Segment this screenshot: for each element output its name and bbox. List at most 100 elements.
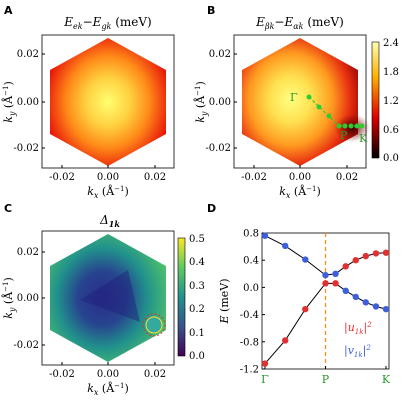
panel-b: Eβk−Eαk (meV) Γ P K 0.02 0.00 -0.02 (193, 15, 399, 200)
xtick-b-1: 0.00 (289, 172, 311, 183)
cb-c-tick-3: 0.2 (189, 304, 205, 315)
point-s0-2 (302, 256, 309, 263)
panel-label-d: D (207, 202, 216, 215)
colorbar-ticks-b: 2.4 1.8 1.2 0.6 0.0 (383, 38, 399, 164)
cb-b-tick-4: 0.0 (383, 153, 399, 164)
point-s1-6 (352, 293, 359, 301)
point-s1-5 (342, 287, 349, 294)
dark-triangle-c (80, 270, 140, 322)
ytick-a-2: -0.02 (13, 143, 39, 154)
ytick-d-1: 0.4 (243, 256, 259, 267)
ytick-b-0: 0.02 (209, 49, 231, 60)
point-s0-6 (352, 257, 359, 264)
point-s1-8 (372, 303, 380, 310)
xtick-b-2: 0.02 (336, 172, 358, 183)
ytick-a-1: 0.00 (17, 97, 39, 108)
series-line-0 (264, 235, 387, 276)
point-s0-5 (342, 263, 349, 270)
ytick-b-1: 0.00 (209, 97, 231, 108)
point-s1-1 (282, 337, 289, 344)
cb-c-tick-1: 0.4 (189, 257, 205, 268)
colorbar-ticks-c: 0.5 0.4 0.3 0.2 0.1 0.0 (189, 234, 205, 362)
xtick-a-2: 0.02 (144, 172, 166, 183)
xtick-b-0: -0.02 (241, 172, 267, 183)
cb-c-tick-4: 0.1 (189, 328, 205, 339)
label-gamma-b: Γ (290, 91, 298, 104)
ytick-d-0: 0.8 (243, 229, 259, 240)
panel-label-b: B (207, 4, 215, 17)
cb-b-tick-3: 0.6 (383, 125, 399, 136)
ytick-d-5: -1.2 (240, 365, 259, 376)
xticks-c: -0.02 0.00 0.02 (49, 362, 166, 380)
highlight-circle-c (145, 316, 163, 334)
xtick-c-1: 0.00 (97, 369, 119, 380)
ytick-a-0: 0.02 (17, 49, 39, 60)
xlabel-c: kx (Å−1) (87, 381, 129, 397)
label-p-b: P (340, 129, 348, 142)
title-b: Eβk−Eαk (meV) (255, 15, 344, 31)
point-s1-7 (362, 299, 369, 306)
point-s1-9 (382, 305, 390, 313)
yticks-b: 0.02 0.00 -0.02 (205, 49, 237, 154)
panel-label-a: A (4, 4, 13, 17)
ylabel-a: ky (Å−1) (1, 81, 17, 123)
point-s1-4 (332, 280, 339, 287)
yticks-a: 0.02 0.00 -0.02 (13, 49, 45, 154)
legend-v: |v1k|2 (344, 344, 371, 359)
xticks-b: -0.02 0.00 0.02 (241, 165, 358, 183)
legend-d: |u1k|2 |v1k|2 (344, 321, 372, 359)
point-s0-3 (322, 271, 329, 279)
xtick-c-0: -0.02 (49, 369, 75, 380)
point-s1-3 (322, 280, 329, 287)
lines-d (264, 235, 387, 364)
xtick-d-1: P (322, 373, 330, 386)
ytick-c-0: 0.02 (17, 247, 39, 258)
heatmap-hexagon-a (50, 38, 166, 166)
panel-a: Eek−Egk (meV) 0.02 0.00 -0.02 -0.02 0.00… (1, 15, 175, 200)
xticks-a: -0.02 0.00 0.02 (49, 165, 166, 183)
dots-d (261, 232, 390, 367)
legend-u: |u1k|2 (344, 321, 372, 336)
xtick-a-0: -0.02 (49, 172, 75, 183)
ylabel-c: ky (Å−1) (1, 277, 17, 319)
point-s1-0 (261, 360, 269, 367)
ytick-c-2: -0.02 (13, 340, 39, 351)
ylabel-b: ky (Å−1) (193, 81, 209, 123)
colorbar-c (177, 237, 186, 357)
title-a: Eek−Egk (meV) (63, 15, 151, 31)
xtick-d-0: Γ (261, 373, 269, 386)
series-line-1 (264, 282, 387, 364)
xlabel-a: kx (Å−1) (87, 184, 129, 200)
label-k-b: K (359, 132, 368, 145)
ytick-c-1: 0.00 (17, 293, 39, 304)
cb-c-tick-5: 0.0 (189, 351, 205, 362)
ytick-d-2: 0.0 (243, 283, 259, 294)
xtick-a-1: 0.00 (97, 172, 119, 183)
cb-c-tick-2: 0.3 (189, 281, 205, 292)
green-path-b (306, 94, 365, 129)
cb-b-tick-1: 1.8 (383, 67, 399, 78)
point-s1-2 (302, 305, 309, 313)
ylabel-d: E (meV) (218, 279, 231, 325)
point-s0-4 (332, 270, 339, 277)
cb-b-tick-2: 1.2 (383, 96, 399, 107)
title-c: Δ1k (99, 213, 120, 229)
cb-c-tick-0: 0.5 (189, 234, 205, 245)
panel-d: 0.8 0.4 0.0 -0.4 -0.8 -1.2 Γ P K E (meV) |u1k|2… (218, 229, 391, 387)
colorbar-b (371, 41, 380, 159)
ytick-d-4: -0.8 (240, 337, 259, 348)
yticks-d: 0.8 0.4 0.0 -0.4 -0.8 -1.2 (240, 229, 265, 376)
red-dashed-circle-c (142, 313, 166, 337)
xlabel-b: kx (Å−1) (279, 184, 321, 200)
xtick-d-2: K (382, 373, 391, 386)
point-s0-0 (261, 232, 269, 239)
xtick-c-2: 0.02 (144, 369, 166, 380)
yticks-c: 0.02 0.00 -0.02 (13, 247, 45, 351)
point-s0-7 (362, 252, 369, 260)
ytick-d-3: -0.4 (240, 310, 259, 321)
heatmap-hexagon-b (242, 38, 358, 166)
point-s0-8 (372, 250, 380, 257)
ytick-b-2: -0.02 (205, 143, 231, 154)
